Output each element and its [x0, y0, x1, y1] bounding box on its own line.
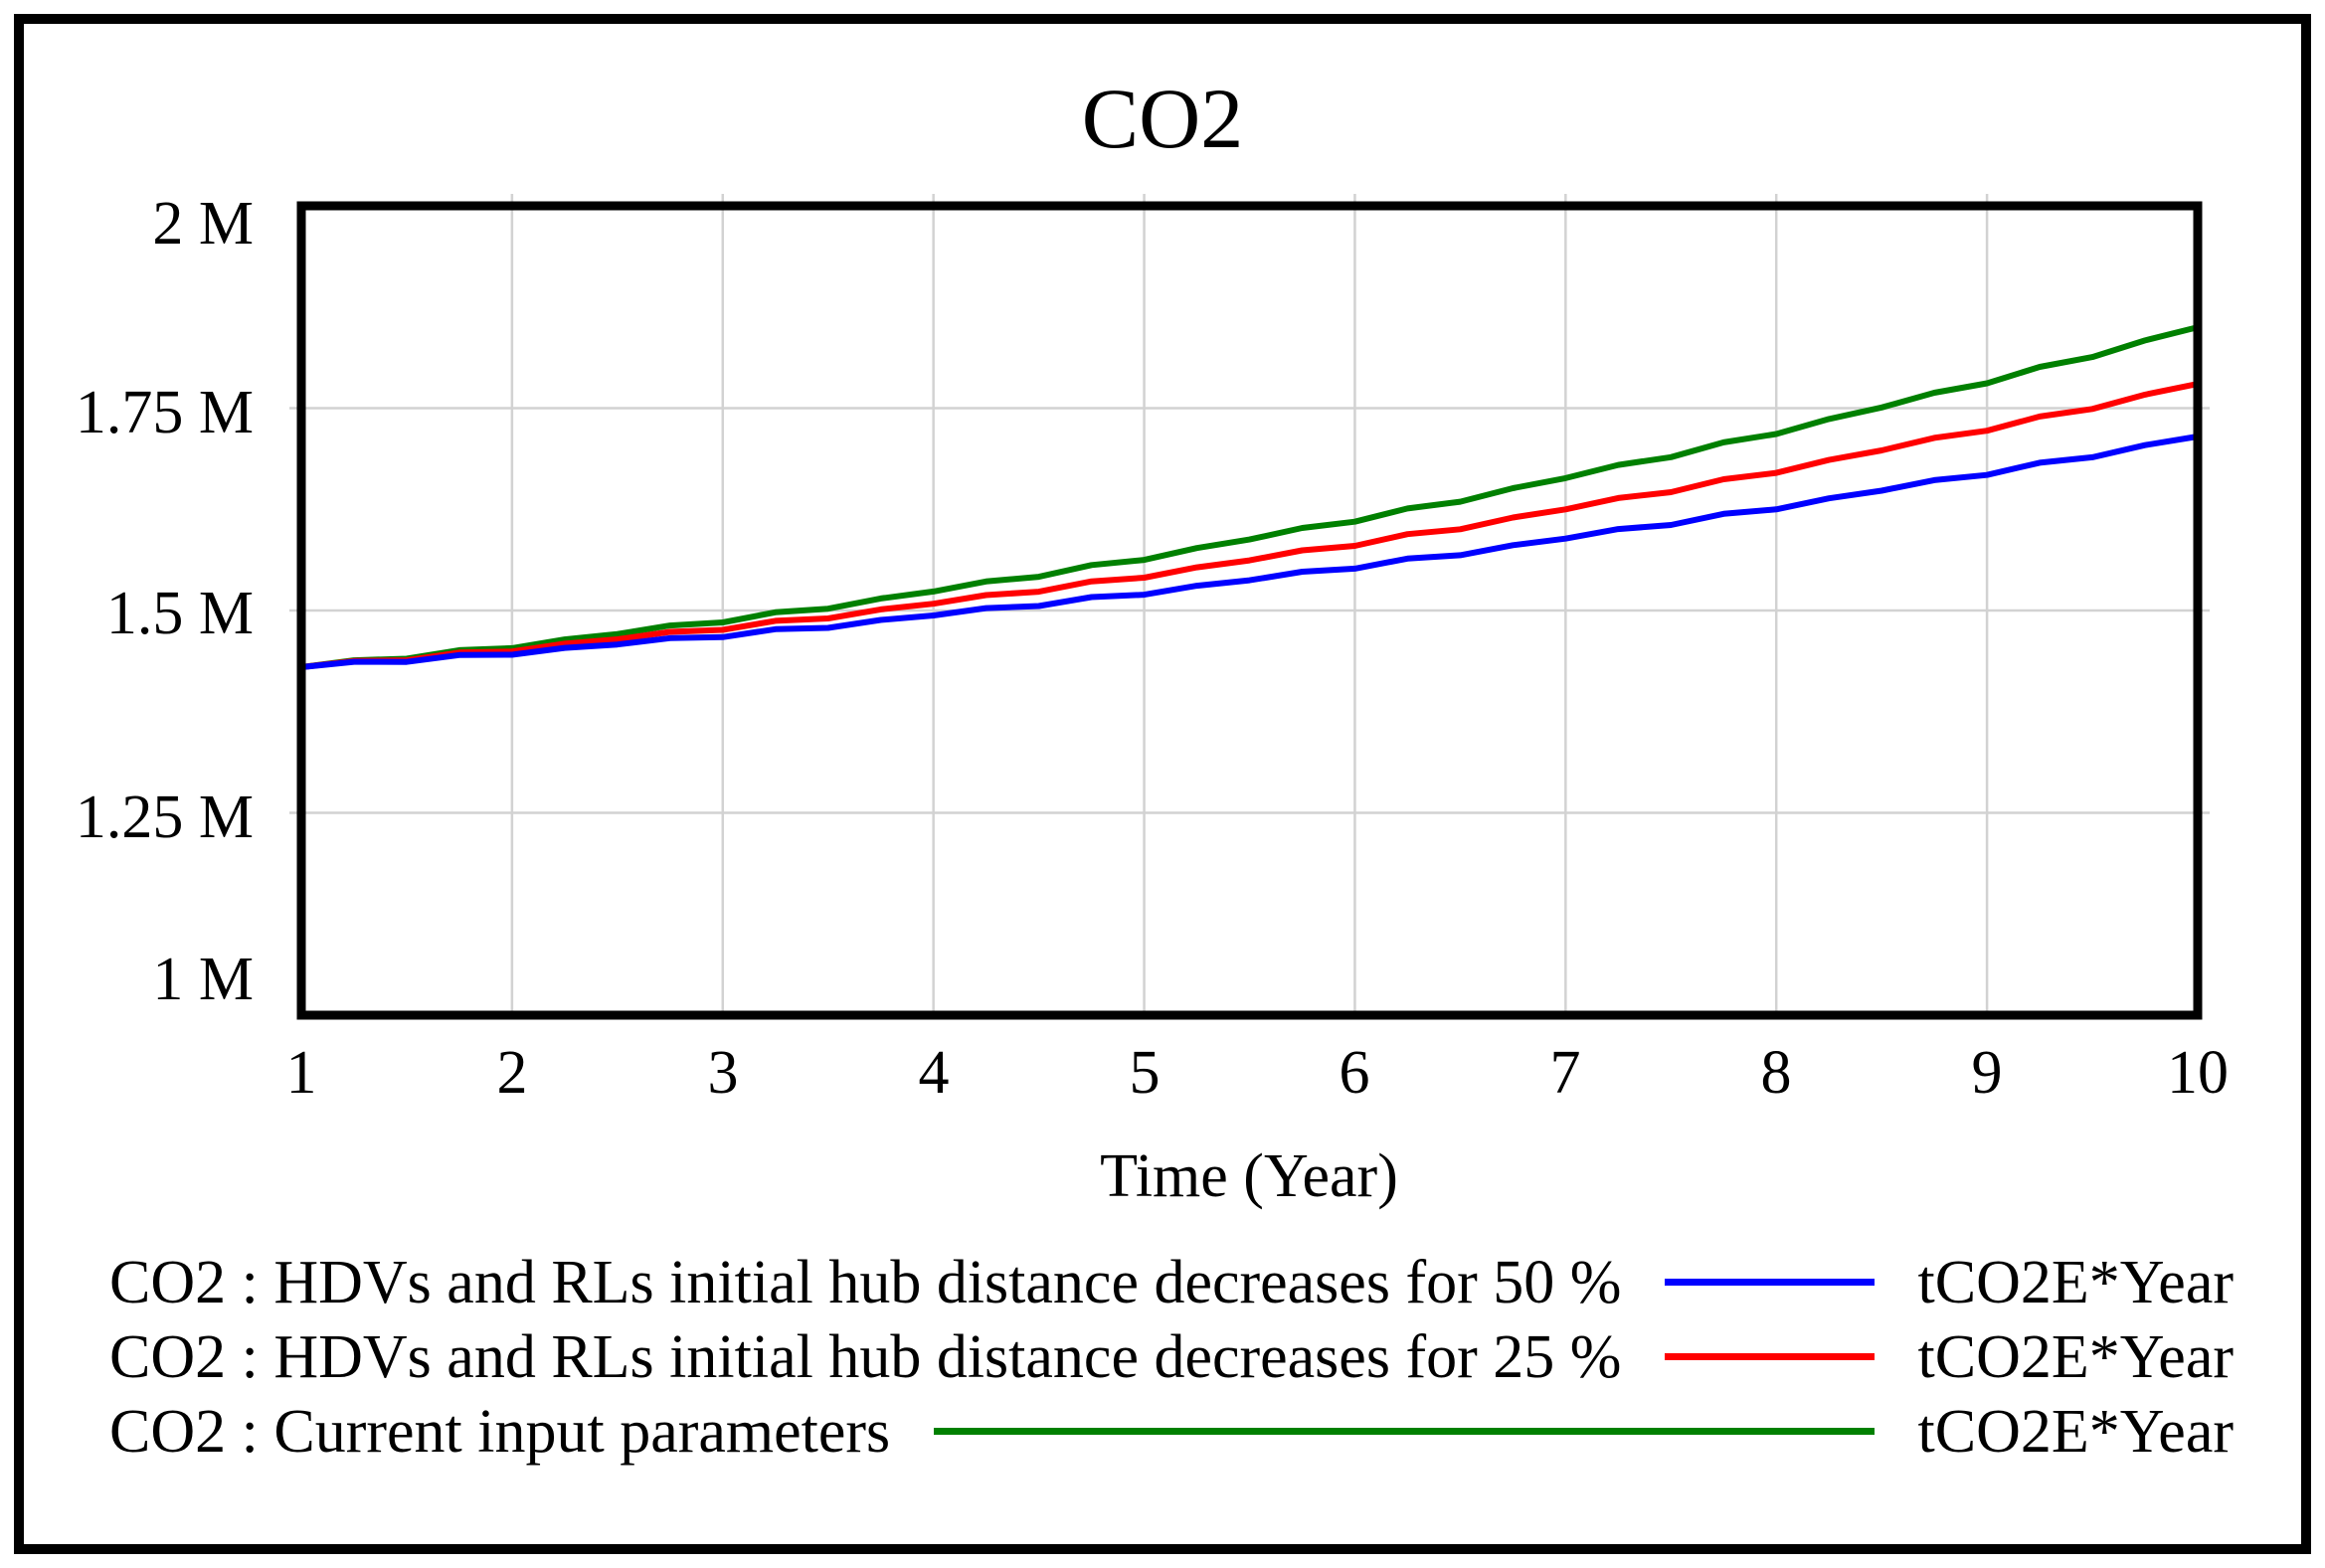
series-line: [300, 434, 2199, 670]
x-axis-tick-label: 10: [2167, 1039, 2229, 1107]
y-axis-tick-label: 1 M: [152, 946, 254, 1013]
y-axis-tick-label: 1.75 M: [75, 379, 254, 446]
x-axis-tick-label: 9: [1971, 1039, 2003, 1107]
legend-label: CO2 : HDVs and RLs initial hub distance …: [109, 1322, 1622, 1391]
legend-row: CO2 : HDVs and RLs initial hub distance …: [109, 1245, 2234, 1319]
x-axis-tick-label: 1: [285, 1039, 317, 1107]
legend-label: CO2 : HDVs and RLs initial hub distance …: [109, 1248, 1622, 1316]
legend-units: tCO2E*Year: [1917, 1397, 2234, 1466]
x-axis-tick-label: 5: [1129, 1039, 1161, 1107]
y-axis-tick-label: 1.25 M: [75, 784, 254, 851]
x-axis-tick-label: 7: [1549, 1039, 1581, 1107]
legend-line-swatch-blue: [1665, 1279, 1875, 1286]
series-line: [300, 324, 2199, 670]
legend-row: CO2 : HDVs and RLs initial hub distance …: [109, 1319, 2234, 1394]
x-axis-title: Time (Year): [1100, 1142, 1398, 1210]
legend-units: tCO2E*Year: [1917, 1248, 2234, 1316]
chart-title: CO2: [1081, 71, 1244, 166]
legend-label: CO2 : Current input parameters: [109, 1397, 891, 1466]
plot-border: [296, 201, 2203, 1020]
series-line: [300, 381, 2199, 670]
x-axis-tick-label: 8: [1760, 1039, 1792, 1107]
legend-row: CO2 : Current input parameters tCO2E*Yea…: [109, 1394, 2234, 1469]
legend-line-swatch-green: [934, 1428, 1875, 1435]
y-axis-tick-label: 1.5 M: [105, 580, 254, 647]
x-axis-tick-label: 6: [1339, 1039, 1370, 1107]
legend-units: tCO2E*Year: [1917, 1322, 2234, 1391]
legend-line-swatch-red: [1665, 1353, 1875, 1360]
y-axis-tick-label: 2 M: [152, 190, 254, 258]
x-axis-tick-label: 2: [496, 1039, 528, 1107]
x-axis-tick-label: 4: [918, 1039, 950, 1107]
legend: CO2 : HDVs and RLs initial hub distance …: [109, 1245, 2234, 1469]
chart-outer-frame: [14, 14, 2311, 1554]
x-axis-tick-label: 3: [707, 1039, 739, 1107]
